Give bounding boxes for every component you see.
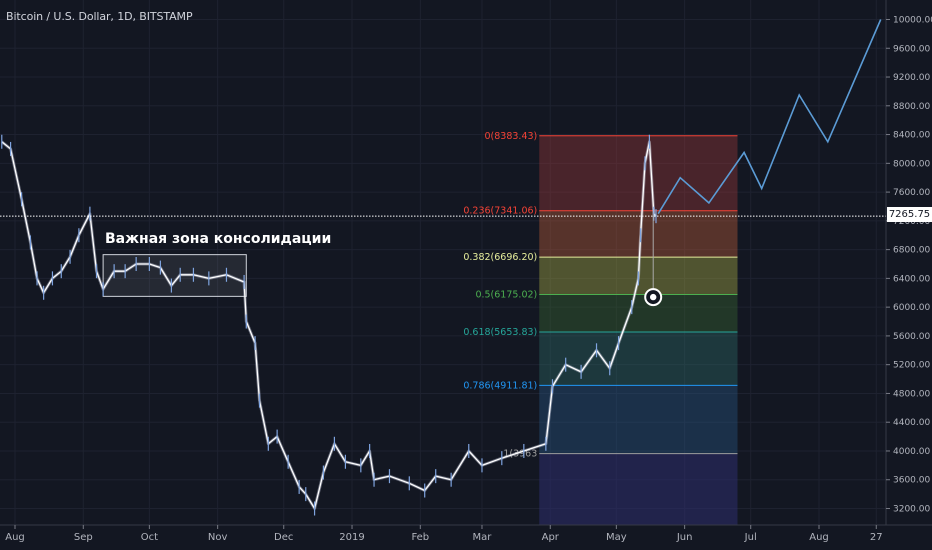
fib-zone-extension <box>539 453 738 525</box>
y-tick-label: 8000.00 <box>893 159 930 169</box>
x-tick-label: May <box>606 532 627 543</box>
current-price-badge: 7265.75 <box>887 207 932 222</box>
y-tick-label: 4400.00 <box>893 418 930 428</box>
fib-level-label: 0.382(6696.20) <box>463 252 537 263</box>
fib-level-label: 0.5(6175.02) <box>475 290 537 301</box>
y-tick-label: 6000.00 <box>893 303 930 313</box>
fib-zone <box>539 332 738 386</box>
price-series-line <box>1 141 657 510</box>
annotation-label: Важная зона консолидации <box>105 231 332 247</box>
y-tick-label: 8400.00 <box>893 131 930 141</box>
x-tick-label: Dec <box>274 532 293 543</box>
x-tick-label: 2019 <box>339 532 364 543</box>
fib-level-label: 0.786(4911.81) <box>463 380 537 391</box>
x-tick-label: Feb <box>411 532 429 543</box>
projection-line <box>657 19 882 215</box>
fib-level-label: 0(8383.43) <box>485 131 538 142</box>
y-tick-label: 4800.00 <box>893 389 930 399</box>
y-tick-label: 3600.00 <box>893 476 930 486</box>
fib-zone <box>539 135 738 211</box>
y-tick-label: 7600.00 <box>893 188 930 198</box>
y-tick-label: 5600.00 <box>893 332 930 342</box>
y-tick-label: 10000.00 <box>893 16 932 26</box>
x-tick-label: Apr <box>542 532 560 543</box>
y-tick-label: 8800.00 <box>893 102 930 112</box>
fib-zone <box>539 294 738 333</box>
y-tick-label: 6800.00 <box>893 246 930 256</box>
y-tick-label: 5200.00 <box>893 361 930 371</box>
y-tick-label: 3200.00 <box>893 505 930 515</box>
x-tick-label: Aug <box>809 532 829 543</box>
settings-icon-center <box>650 293 657 301</box>
y-tick-label: 6400.00 <box>893 274 930 284</box>
x-tick-label: Oct <box>141 532 158 543</box>
fib-level-label: 0.618(5653.83) <box>463 327 537 338</box>
x-tick-label: Jul <box>744 532 757 543</box>
chart-title: Bitcoin / U.S. Dollar, 1D, BITSTAMP <box>6 10 193 23</box>
x-tick-label: Mar <box>473 532 493 543</box>
y-tick-label: 9200.00 <box>893 73 930 83</box>
y-tick-label: 4000.00 <box>893 447 930 457</box>
x-tick-label: Sep <box>74 532 93 543</box>
x-tick-label: Jun <box>676 532 693 543</box>
fib-level-label: 0.236(7341.06) <box>463 206 537 217</box>
y-tick-label: 9600.00 <box>893 44 930 54</box>
x-tick-label: Aug <box>5 532 25 543</box>
fib-zone <box>539 210 738 258</box>
x-tick-label: 27 <box>870 532 883 543</box>
x-tick-label: Nov <box>208 532 228 543</box>
fib-level-label: 1(3963 <box>503 449 537 460</box>
fib-zone <box>539 385 738 454</box>
